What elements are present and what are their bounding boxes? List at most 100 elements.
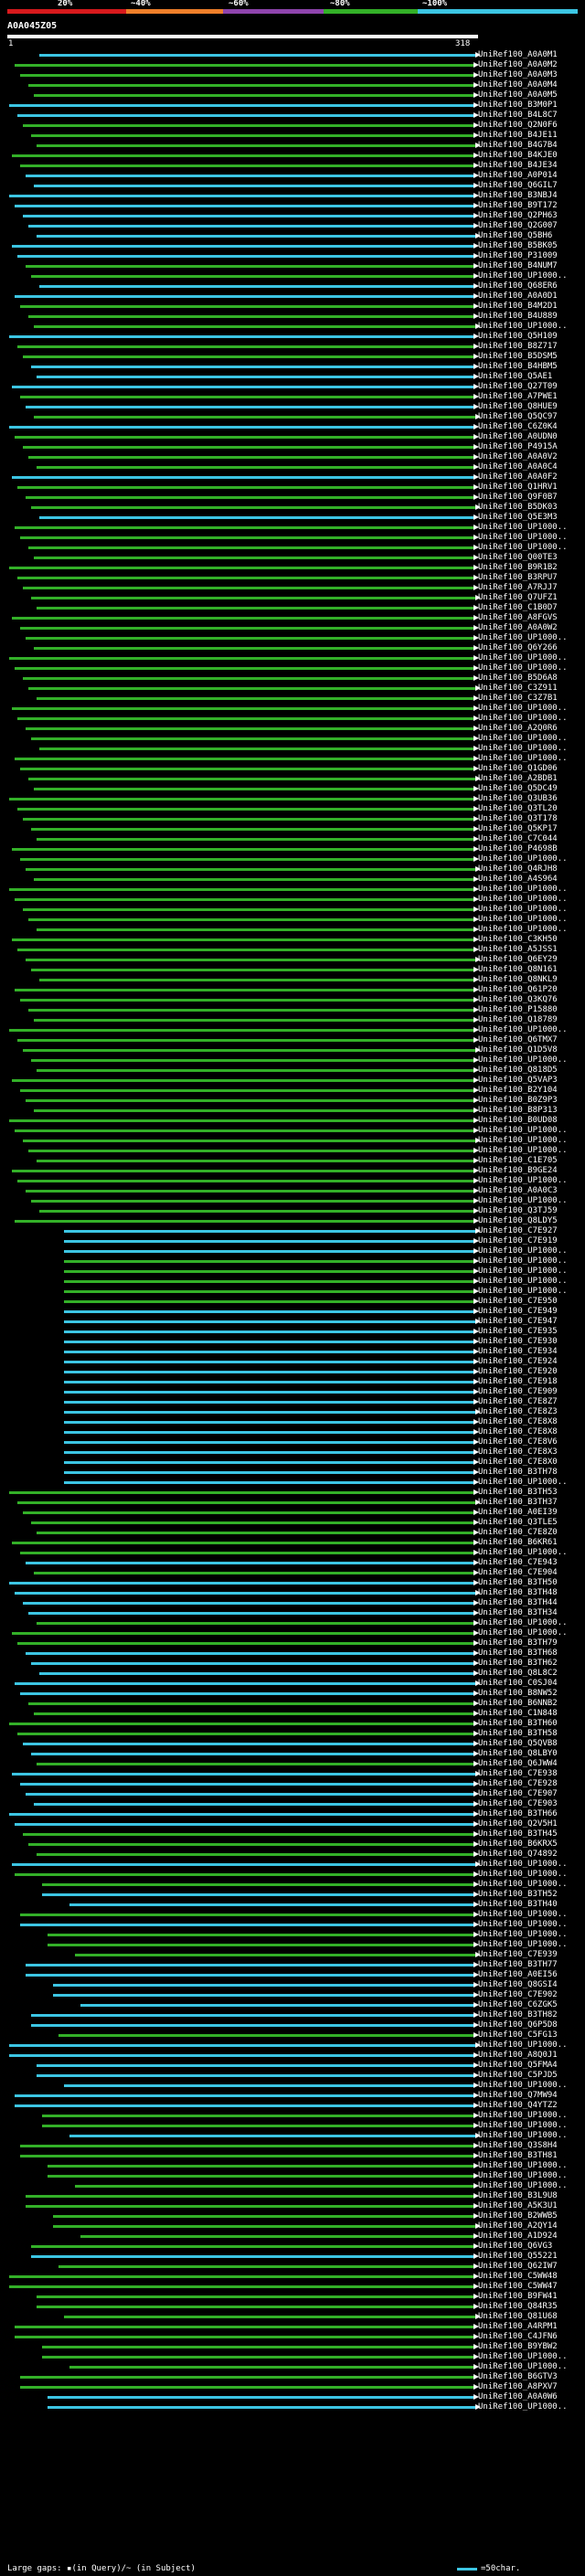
hit-row[interactable]: UniRef100_Q68ER6 [0, 281, 585, 292]
hit-label[interactable]: UniRef100_Q68ER6 [478, 281, 558, 291]
hit-label[interactable]: UniRef100_C7E949 [478, 1307, 558, 1316]
hit-label[interactable]: UniRef100_C3KH50 [478, 935, 558, 944]
hit-label[interactable]: UniRef100_Q8L8C2 [478, 1669, 558, 1678]
hit-row[interactable]: UniRef100_Q4RJH8 [0, 864, 585, 875]
hit-label[interactable]: UniRef100_B0UD08 [478, 1116, 558, 1125]
hit-label[interactable]: UniRef100_A0UDN0 [478, 432, 558, 441]
hit-row[interactable]: UniRef100_B3TH66 [0, 1809, 585, 1819]
hit-label[interactable]: UniRef100_A0P014 [478, 171, 558, 180]
hit-label[interactable]: UniRef100_Q4YTZ2 [478, 2101, 558, 2110]
hit-label[interactable]: UniRef100_Q81U68 [478, 2312, 558, 2321]
hit-row[interactable]: UniRef100_C5PJD5 [0, 2071, 585, 2081]
hit-label[interactable]: UniRef100_UP1000.. [478, 905, 568, 914]
hit-row[interactable]: UniRef100_Q6EY29 [0, 955, 585, 965]
hit-label[interactable]: UniRef100_Q84R35 [478, 2302, 558, 2311]
hit-row[interactable]: UniRef100_C7E919 [0, 1236, 585, 1246]
hit-row[interactable]: UniRef100_Q5DC49 [0, 784, 585, 794]
hit-row[interactable]: UniRef100_A5JSS1 [0, 945, 585, 955]
hit-row[interactable]: UniRef100_A4RPM1 [0, 2322, 585, 2332]
hit-row[interactable]: UniRef100_B4KJE0 [0, 151, 585, 161]
hit-label[interactable]: UniRef100_Q2V5H1 [478, 1819, 558, 1829]
hit-row[interactable]: UniRef100_UP1000.. [0, 1287, 585, 1297]
hit-label[interactable]: UniRef100_C7E919 [478, 1236, 558, 1246]
hit-label[interactable]: UniRef100_P15880 [478, 1005, 558, 1014]
hit-row[interactable]: UniRef100_Q8GSI4 [0, 1980, 585, 1990]
hit-row[interactable]: UniRef100_B2WWB5 [0, 2211, 585, 2221]
hit-label[interactable]: UniRef100_Q2N0F6 [478, 121, 558, 130]
hit-label[interactable]: UniRef100_B9T172 [478, 201, 558, 210]
hit-row[interactable]: UniRef100_UP1000.. [0, 533, 585, 543]
hit-label[interactable]: UniRef100_A0A0C4 [478, 462, 558, 472]
hit-row[interactable]: UniRef100_UP1000.. [0, 2111, 585, 2121]
hit-label[interactable]: UniRef100_B3TH37 [478, 1498, 558, 1507]
hit-label[interactable]: UniRef100_UP1000.. [478, 653, 568, 663]
hit-row[interactable]: UniRef100_Q27T09 [0, 382, 585, 392]
hit-row[interactable]: UniRef100_C7E950 [0, 1297, 585, 1307]
hit-row[interactable]: UniRef100_Q2PH63 [0, 211, 585, 221]
hit-label[interactable]: UniRef100_C7E924 [478, 1357, 558, 1366]
hit-label[interactable]: UniRef100_Q4RJH8 [478, 864, 558, 874]
hit-row[interactable]: UniRef100_B3TH78 [0, 1468, 585, 1478]
hit-label[interactable]: UniRef100_B3TH45 [478, 1829, 558, 1839]
hit-label[interactable]: UniRef100_UP1000.. [478, 714, 568, 723]
hit-label[interactable]: UniRef100_A0EI56 [478, 1970, 558, 1979]
hit-row[interactable]: UniRef100_UP1000.. [0, 915, 585, 925]
hit-row[interactable]: UniRef100_B3TH45 [0, 1829, 585, 1839]
hit-label[interactable]: UniRef100_B3TH58 [478, 1729, 558, 1738]
hit-label[interactable]: UniRef100_Q55221 [478, 2252, 558, 2261]
hit-row[interactable]: UniRef100_A0A0C3 [0, 1186, 585, 1196]
hit-label[interactable]: UniRef100_B4HBM5 [478, 362, 558, 371]
hit-label[interactable]: UniRef100_Q3TL20 [478, 804, 558, 813]
hit-label[interactable]: UniRef100_Q8LBY0 [478, 1749, 558, 1758]
hit-label[interactable]: UniRef100_C7E8Z3 [478, 1407, 558, 1416]
hit-label[interactable]: UniRef100_C7E943 [478, 1558, 558, 1567]
hit-label[interactable]: UniRef100_C7E927 [478, 1226, 558, 1235]
hit-row[interactable]: UniRef100_C7E8X8 [0, 1417, 585, 1427]
hit-row[interactable]: UniRef100_A0A0C4 [0, 462, 585, 472]
hit-row[interactable]: UniRef100_B9FW41 [0, 2292, 585, 2302]
hit-label[interactable]: UniRef100_Q1HRV1 [478, 482, 558, 492]
hit-row[interactable]: UniRef100_B3TH60 [0, 1719, 585, 1729]
hit-row[interactable]: UniRef100_B4G7B4 [0, 141, 585, 151]
hit-row[interactable]: UniRef100_A0A0V2 [0, 452, 585, 462]
hit-label[interactable]: UniRef100_A0A0D1 [478, 292, 558, 301]
hit-label[interactable]: UniRef100_UP1000.. [478, 1136, 568, 1145]
hit-row[interactable]: UniRef100_C7E904 [0, 1568, 585, 1578]
hit-row[interactable]: UniRef100_B3TH77 [0, 1960, 585, 1970]
hit-row[interactable]: UniRef100_C7E939 [0, 1950, 585, 1960]
hit-label[interactable]: UniRef100_B6KR61 [478, 1538, 558, 1547]
hit-row[interactable]: UniRef100_UP1000.. [0, 1478, 585, 1488]
hit-label[interactable]: UniRef100_Q7UFZ1 [478, 593, 558, 602]
hit-row[interactable]: UniRef100_C7E903 [0, 1799, 585, 1809]
hit-label[interactable]: UniRef100_C7E950 [478, 1297, 558, 1306]
hit-label[interactable]: UniRef100_Q5AE1 [478, 372, 553, 381]
hit-label[interactable]: UniRef100_UP1000.. [478, 2362, 568, 2371]
hit-label[interactable]: UniRef100_A0A0M1 [478, 50, 558, 59]
hit-row[interactable]: UniRef100_C7E947 [0, 1317, 585, 1327]
hit-label[interactable]: UniRef100_B4G7B4 [478, 141, 558, 150]
hit-row[interactable]: UniRef100_B3TH37 [0, 1498, 585, 1508]
hit-row[interactable]: UniRef100_Q8L8C2 [0, 1669, 585, 1679]
hit-row[interactable]: UniRef100_B6GTV3 [0, 2372, 585, 2382]
hit-label[interactable]: UniRef100_B6NNB2 [478, 1699, 558, 1708]
hit-label[interactable]: UniRef100_P4698B [478, 844, 558, 853]
hit-label[interactable]: UniRef100_B3TH81 [478, 2151, 558, 2160]
hit-label[interactable]: UniRef100_C3Z7B1 [478, 694, 558, 703]
hit-label[interactable]: UniRef100_UP1000.. [478, 322, 568, 331]
hit-row[interactable]: UniRef100_A0A0M2 [0, 60, 585, 70]
hit-label[interactable]: UniRef100_Q5E3M3 [478, 513, 558, 522]
hit-row[interactable]: UniRef100_Q5BH6 [0, 231, 585, 241]
hit-row[interactable]: UniRef100_Q6GIL7 [0, 181, 585, 191]
hit-label[interactable]: UniRef100_Q9F0B7 [478, 493, 558, 502]
hit-row[interactable]: UniRef100_UP1000.. [0, 523, 585, 533]
hit-label[interactable]: UniRef100_C7E904 [478, 1568, 558, 1577]
hit-label[interactable]: UniRef100_C7E938 [478, 1769, 558, 1778]
hit-row[interactable]: UniRef100_C7E907 [0, 1789, 585, 1799]
hit-label[interactable]: UniRef100_Q27T09 [478, 382, 558, 391]
hit-label[interactable]: UniRef100_Q6TMX7 [478, 1035, 558, 1044]
hit-row[interactable]: UniRef100_A2BDB1 [0, 774, 585, 784]
hit-row[interactable]: UniRef100_Q5AE1 [0, 372, 585, 382]
hit-row[interactable]: UniRef100_UP1000.. [0, 663, 585, 673]
hit-label[interactable]: UniRef100_B4JE34 [478, 161, 558, 170]
hit-label[interactable]: UniRef100_UP1000.. [478, 2181, 568, 2190]
